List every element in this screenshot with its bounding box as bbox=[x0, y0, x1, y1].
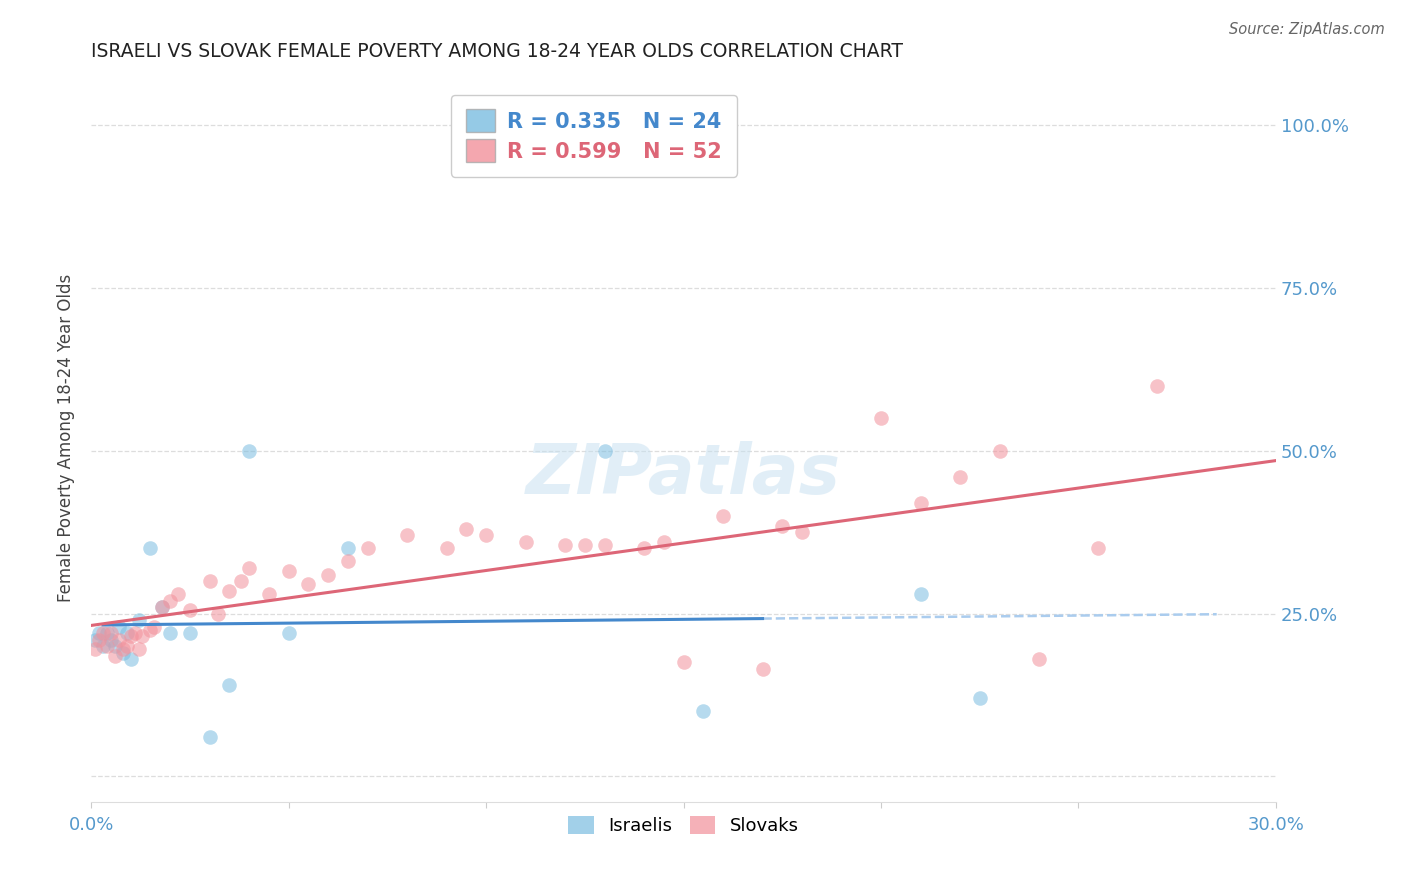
Point bbox=[100, 626, 122, 640]
Point bbox=[143, 619, 166, 633]
Point bbox=[969, 691, 991, 706]
Point bbox=[790, 525, 813, 540]
Point bbox=[159, 593, 181, 607]
Point bbox=[1087, 541, 1109, 556]
Point bbox=[100, 632, 122, 647]
Text: ISRAELI VS SLOVAK FEMALE POVERTY AMONG 18-24 YEAR OLDS CORRELATION CHART: ISRAELI VS SLOVAK FEMALE POVERTY AMONG 1… bbox=[91, 42, 903, 61]
Point bbox=[475, 528, 498, 542]
Point bbox=[124, 626, 146, 640]
Point bbox=[770, 518, 793, 533]
Point bbox=[277, 564, 299, 578]
Point bbox=[139, 623, 162, 637]
Point bbox=[336, 554, 359, 568]
Point bbox=[159, 626, 181, 640]
Point bbox=[751, 662, 773, 676]
Point bbox=[870, 411, 893, 425]
Point bbox=[87, 632, 110, 647]
Point bbox=[115, 626, 138, 640]
Point bbox=[150, 600, 173, 615]
Point bbox=[87, 626, 110, 640]
Point bbox=[84, 642, 107, 657]
Point bbox=[111, 642, 134, 657]
Point bbox=[257, 587, 280, 601]
Y-axis label: Female Poverty Among 18-24 Year Olds: Female Poverty Among 18-24 Year Olds bbox=[58, 274, 75, 602]
Point bbox=[633, 541, 655, 556]
Point bbox=[456, 522, 478, 536]
Point bbox=[179, 603, 201, 617]
Point bbox=[218, 678, 240, 692]
Point bbox=[277, 626, 299, 640]
Point bbox=[218, 583, 240, 598]
Point bbox=[593, 538, 616, 552]
Point bbox=[167, 587, 190, 601]
Point bbox=[104, 648, 127, 663]
Text: Source: ZipAtlas.com: Source: ZipAtlas.com bbox=[1229, 22, 1385, 37]
Point bbox=[672, 656, 695, 670]
Point bbox=[910, 496, 932, 510]
Point bbox=[692, 704, 714, 718]
Point bbox=[128, 642, 150, 657]
Legend: Israelis, Slovaks: Israelis, Slovaks bbox=[560, 807, 808, 844]
Point bbox=[554, 538, 576, 552]
Point bbox=[150, 600, 173, 615]
Point bbox=[1146, 378, 1168, 392]
Point bbox=[128, 613, 150, 627]
Point bbox=[91, 626, 114, 640]
Point bbox=[297, 577, 319, 591]
Point bbox=[207, 607, 229, 621]
Point bbox=[120, 652, 142, 666]
Point bbox=[238, 443, 260, 458]
Text: ZIPatlas: ZIPatlas bbox=[526, 441, 841, 508]
Point bbox=[1028, 652, 1050, 666]
Point bbox=[91, 639, 114, 653]
Point bbox=[396, 528, 419, 542]
Point bbox=[198, 574, 221, 588]
Point bbox=[316, 567, 339, 582]
Point bbox=[115, 639, 138, 653]
Point bbox=[139, 541, 162, 556]
Point bbox=[120, 629, 142, 643]
Point bbox=[574, 538, 596, 552]
Point bbox=[198, 730, 221, 744]
Point bbox=[515, 535, 537, 549]
Point bbox=[111, 646, 134, 660]
Point bbox=[910, 587, 932, 601]
Point bbox=[107, 632, 129, 647]
Point bbox=[238, 561, 260, 575]
Point bbox=[652, 535, 675, 549]
Point bbox=[84, 632, 107, 647]
Point bbox=[336, 541, 359, 556]
Point bbox=[107, 619, 129, 633]
Point bbox=[436, 541, 458, 556]
Point bbox=[988, 443, 1011, 458]
Point bbox=[231, 574, 253, 588]
Point bbox=[711, 508, 734, 523]
Point bbox=[179, 626, 201, 640]
Point bbox=[96, 626, 118, 640]
Point bbox=[356, 541, 378, 556]
Point bbox=[131, 629, 153, 643]
Point bbox=[104, 639, 127, 653]
Point bbox=[96, 639, 118, 653]
Point bbox=[593, 443, 616, 458]
Point bbox=[949, 470, 972, 484]
